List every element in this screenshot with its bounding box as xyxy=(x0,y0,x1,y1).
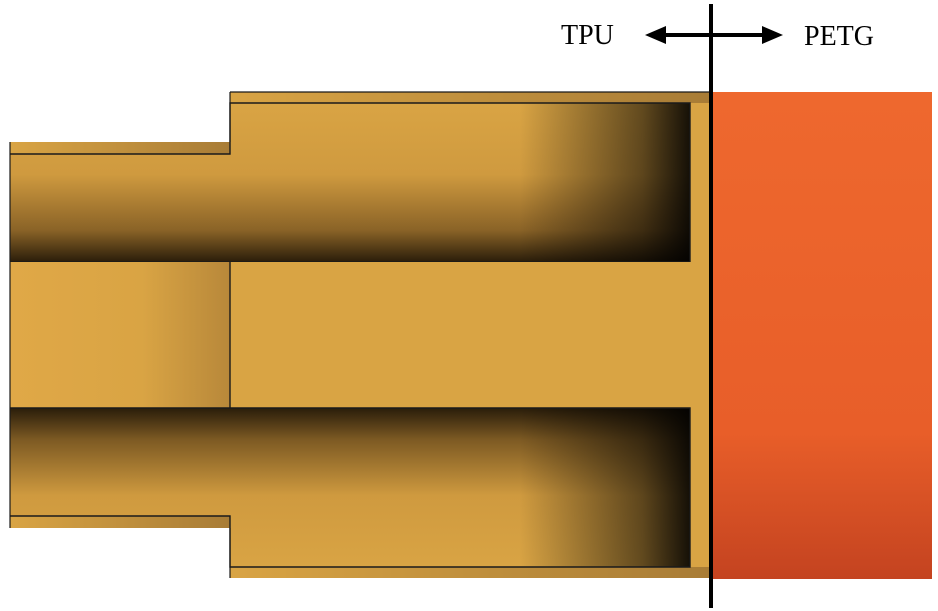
tpu-part xyxy=(9,91,712,578)
tpu-outline xyxy=(9,91,712,578)
petg-body xyxy=(712,92,932,579)
tpu-label: TPU xyxy=(561,20,614,51)
tpu-top-rim xyxy=(230,92,712,103)
tpu-left-top-rim xyxy=(10,142,230,154)
petg-part xyxy=(712,92,932,579)
tpu-left-bottom-rim xyxy=(10,516,230,528)
lower-channel xyxy=(10,407,691,568)
tpu-bottom-rim xyxy=(230,567,712,578)
double-arrow-icon xyxy=(645,26,783,44)
upper-channel xyxy=(10,102,691,263)
middle-web xyxy=(10,262,712,408)
petg-label: PETG xyxy=(804,21,874,52)
